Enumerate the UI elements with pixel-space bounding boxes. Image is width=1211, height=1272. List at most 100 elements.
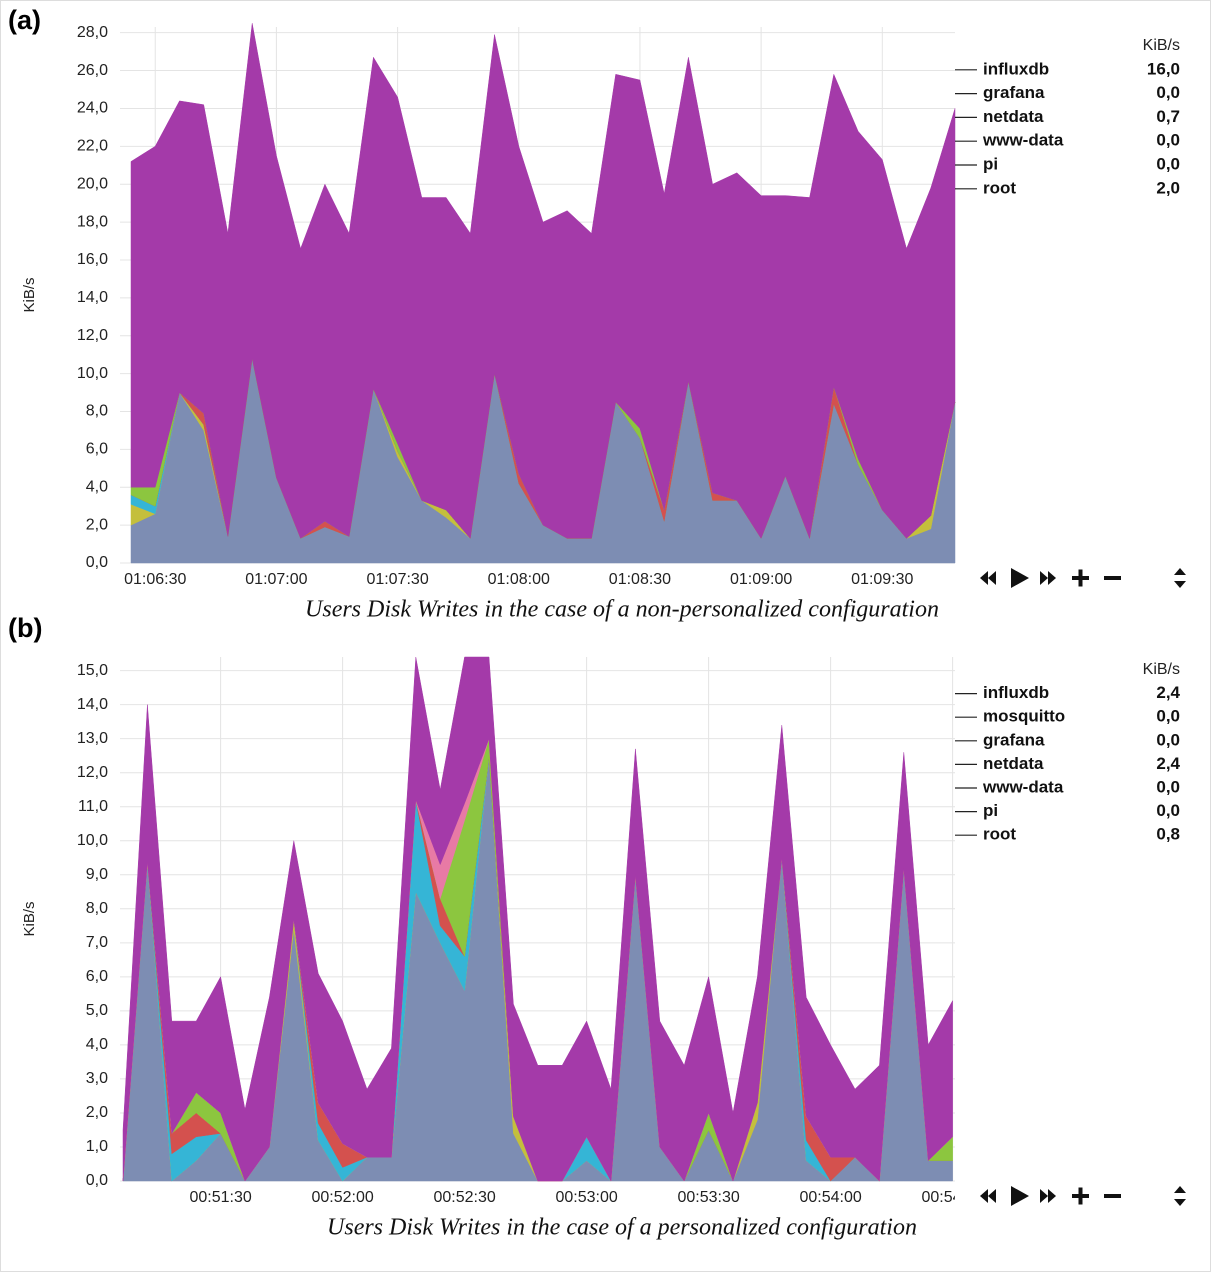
legend-value: 0,0 xyxy=(1156,154,1180,173)
y-tick-label: 18,0 xyxy=(77,213,108,230)
panel-label: (a) xyxy=(8,5,41,35)
rewind-icon xyxy=(980,571,988,585)
y-tick-label: 0,0 xyxy=(86,1172,108,1189)
y-tick-label: 22,0 xyxy=(77,138,108,155)
legend-name: influxdb xyxy=(983,683,1049,702)
legend-name: grafana xyxy=(983,730,1045,749)
rewind-icon xyxy=(980,1189,988,1203)
x-tick-label: 01:07:00 xyxy=(245,571,307,588)
zoom-out-icon xyxy=(1104,576,1121,580)
legend-title: KiB/s xyxy=(1143,661,1180,678)
rewind-icon xyxy=(988,1189,996,1203)
legend-name: netdata xyxy=(983,754,1044,773)
x-tick-label: 00:51:30 xyxy=(189,1189,251,1206)
forward-icon xyxy=(1040,1189,1048,1203)
legend-name: grafana xyxy=(983,83,1045,102)
legend-value: 2,4 xyxy=(1156,683,1180,702)
legend-title: KiB/s xyxy=(1143,37,1180,54)
area xyxy=(122,656,953,1182)
x-tick-label: 01:09:30 xyxy=(851,571,913,588)
legend-name: root xyxy=(983,825,1016,844)
zoom-in-icon xyxy=(1078,1187,1083,1205)
legend-name: netdata xyxy=(983,107,1044,126)
x-tick-label: 00:53:30 xyxy=(677,1189,739,1206)
y-tick-label: 0,0 xyxy=(86,554,108,571)
forward-icon xyxy=(1048,571,1056,585)
x-tick-label: 00:54:30 xyxy=(921,1189,983,1206)
y-tick-label: 9,0 xyxy=(86,866,108,883)
resize-icon xyxy=(1174,568,1186,575)
panel-label: (b) xyxy=(8,613,42,643)
y-tick-label: 14,0 xyxy=(77,696,108,713)
resize-icon xyxy=(1174,1186,1186,1193)
legend-name: www-data xyxy=(982,777,1064,796)
y-tick-label: 3,0 xyxy=(86,1070,108,1087)
legend-value: 0,0 xyxy=(1156,777,1180,796)
y-tick-label: 16,0 xyxy=(77,251,108,268)
y-tick-label: 10,0 xyxy=(77,365,108,382)
legend-name: pi xyxy=(983,154,998,173)
x-tick-label: 00:54:00 xyxy=(799,1189,861,1206)
y-tick-label: 24,0 xyxy=(77,100,108,117)
play-icon xyxy=(1011,1186,1029,1206)
y-tick-label: 8,0 xyxy=(86,900,108,917)
x-tick-label: 01:07:30 xyxy=(366,571,428,588)
y-tick-label: 15,0 xyxy=(77,662,108,679)
y-axis-label: KiB/s xyxy=(21,277,38,312)
legend-name: influxdb xyxy=(983,59,1049,78)
zoom-out-icon xyxy=(1104,1194,1121,1198)
x-tick-label: 01:08:00 xyxy=(488,571,550,588)
legend-value: 0,7 xyxy=(1156,107,1180,126)
y-tick-label: 26,0 xyxy=(77,62,108,79)
y-tick-label: 28,0 xyxy=(77,24,108,41)
y-tick-label: 10,0 xyxy=(77,832,108,849)
y-tick-label: 6,0 xyxy=(86,968,108,985)
x-tick-label: 00:52:30 xyxy=(433,1189,495,1206)
area xyxy=(130,23,956,540)
legend-value: 0,0 xyxy=(1156,707,1180,726)
y-tick-label: 2,0 xyxy=(86,1104,108,1121)
legend-value: 0,0 xyxy=(1156,801,1180,820)
play-icon xyxy=(1011,568,1029,588)
y-tick-label: 12,0 xyxy=(77,764,108,781)
playback-controls xyxy=(980,568,1186,588)
x-tick-label: 01:06:30 xyxy=(124,571,186,588)
y-tick-label: 20,0 xyxy=(77,175,108,192)
forward-icon xyxy=(1040,571,1048,585)
legend-name: www-data xyxy=(982,131,1064,150)
y-tick-label: 7,0 xyxy=(86,934,108,951)
y-tick-label: 11,0 xyxy=(78,798,108,815)
y-tick-label: 1,0 xyxy=(86,1138,108,1155)
y-axis-label: KiB/s xyxy=(21,901,38,936)
y-tick-label: 6,0 xyxy=(86,441,108,458)
y-tick-label: 13,0 xyxy=(77,730,108,747)
legend-value: 2,4 xyxy=(1156,754,1180,773)
y-tick-label: 14,0 xyxy=(77,289,108,306)
legend-value: 0,0 xyxy=(1156,730,1180,749)
y-tick-label: 12,0 xyxy=(77,327,108,344)
forward-icon xyxy=(1048,1189,1056,1203)
x-tick-label: 00:52:00 xyxy=(311,1189,373,1206)
legend-name: pi xyxy=(983,801,998,820)
legend-value: 16,0 xyxy=(1147,59,1180,78)
resize-icon xyxy=(1174,581,1186,588)
legend-value: 0,8 xyxy=(1156,825,1180,844)
resize-icon xyxy=(1174,1199,1186,1206)
caption: Users Disk Writes in the case of a non-p… xyxy=(305,597,939,623)
y-tick-label: 4,0 xyxy=(86,478,108,495)
x-tick-label: 01:09:00 xyxy=(730,571,792,588)
legend-value: 0,0 xyxy=(1156,83,1180,102)
y-tick-label: 4,0 xyxy=(86,1036,108,1053)
zoom-in-icon xyxy=(1078,569,1083,587)
legend-value: 0,0 xyxy=(1156,131,1180,150)
x-tick-label: 00:53:00 xyxy=(555,1189,617,1206)
legend-name: root xyxy=(983,178,1016,197)
x-tick-label: 01:08:30 xyxy=(609,571,671,588)
caption: Users Disk Writes in the case of a perso… xyxy=(327,1215,917,1241)
y-tick-label: 5,0 xyxy=(86,1002,108,1019)
playback-controls xyxy=(980,1186,1186,1206)
y-tick-label: 8,0 xyxy=(86,403,108,420)
rewind-icon xyxy=(988,571,996,585)
legend-value: 2,0 xyxy=(1156,178,1180,197)
